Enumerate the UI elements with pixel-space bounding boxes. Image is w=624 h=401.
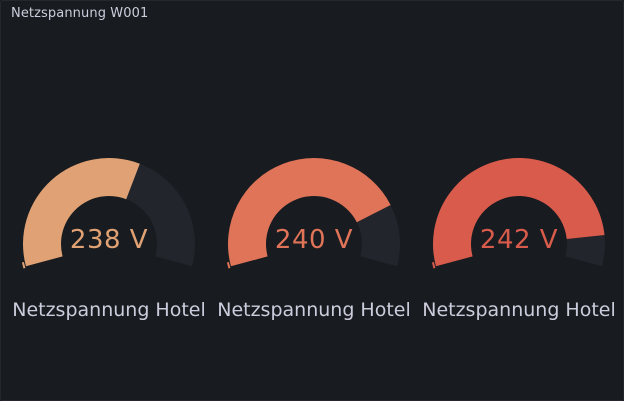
gauge-2-value: 240 V	[274, 225, 354, 255]
gauge-1-track	[126, 163, 196, 267]
gauge-1-label: Netzspannung Hotel	[12, 299, 206, 321]
gauge-3-arc	[431, 158, 605, 269]
gauge-1: 238 V Netzspannung Hotel	[11, 139, 207, 329]
gauge-2-track	[356, 204, 400, 267]
gauge-3-track	[565, 235, 605, 267]
gauge-1-threshold-tick	[21, 262, 26, 269]
gauge-3-threshold-tick	[431, 262, 436, 269]
gauge-1-value: 238 V	[69, 225, 149, 255]
gauge-3-fill	[433, 158, 605, 267]
panel-title[interactable]: Netzspannung W001	[11, 6, 149, 21]
gauge-3-value: 242 V	[479, 225, 559, 255]
gauge-3-label: Netzspannung Hotel	[422, 299, 616, 321]
gauge-2: 240 V Netzspannung Hotel	[216, 139, 412, 329]
gauge-2-threshold-tick	[226, 262, 231, 269]
gauge-2-arc	[226, 158, 400, 269]
gauge-2-fill	[228, 158, 391, 267]
gauge-2-label: Netzspannung Hotel	[217, 299, 411, 321]
gauge-1-fill	[22, 158, 140, 267]
gauge-1-arc	[21, 158, 196, 269]
gauge-3: 242 V Netzspannung Hotel	[421, 139, 617, 329]
